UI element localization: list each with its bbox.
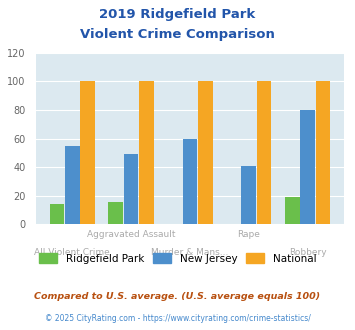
Bar (50, 204, 64, 224)
Bar (182, 139, 197, 224)
Text: Robbery: Robbery (289, 248, 327, 257)
Text: Aggravated Assault: Aggravated Assault (87, 230, 175, 239)
Text: Compared to U.S. average. (U.S. average equals 100): Compared to U.S. average. (U.S. average … (34, 292, 321, 301)
Bar (285, 197, 300, 224)
Text: 2019 Ridgefield Park: 2019 Ridgefield Park (99, 8, 256, 21)
Bar (108, 202, 123, 224)
Bar (257, 82, 272, 224)
Bar (65, 146, 80, 224)
Text: Violent Crime Comparison: Violent Crime Comparison (80, 28, 275, 41)
Bar (139, 82, 154, 224)
Text: Rape: Rape (237, 230, 260, 239)
Bar (198, 82, 213, 224)
Text: Murder & Mans...: Murder & Mans... (151, 248, 229, 257)
Text: All Violent Crime: All Violent Crime (34, 248, 110, 257)
Bar (80, 82, 95, 224)
Bar (316, 82, 330, 224)
Bar (241, 166, 256, 224)
Bar (300, 110, 315, 224)
Bar (124, 154, 138, 224)
Legend: Ridgefield Park, New Jersey, National: Ridgefield Park, New Jersey, National (36, 250, 320, 267)
Text: © 2025 CityRating.com - https://www.cityrating.com/crime-statistics/: © 2025 CityRating.com - https://www.city… (45, 314, 310, 323)
